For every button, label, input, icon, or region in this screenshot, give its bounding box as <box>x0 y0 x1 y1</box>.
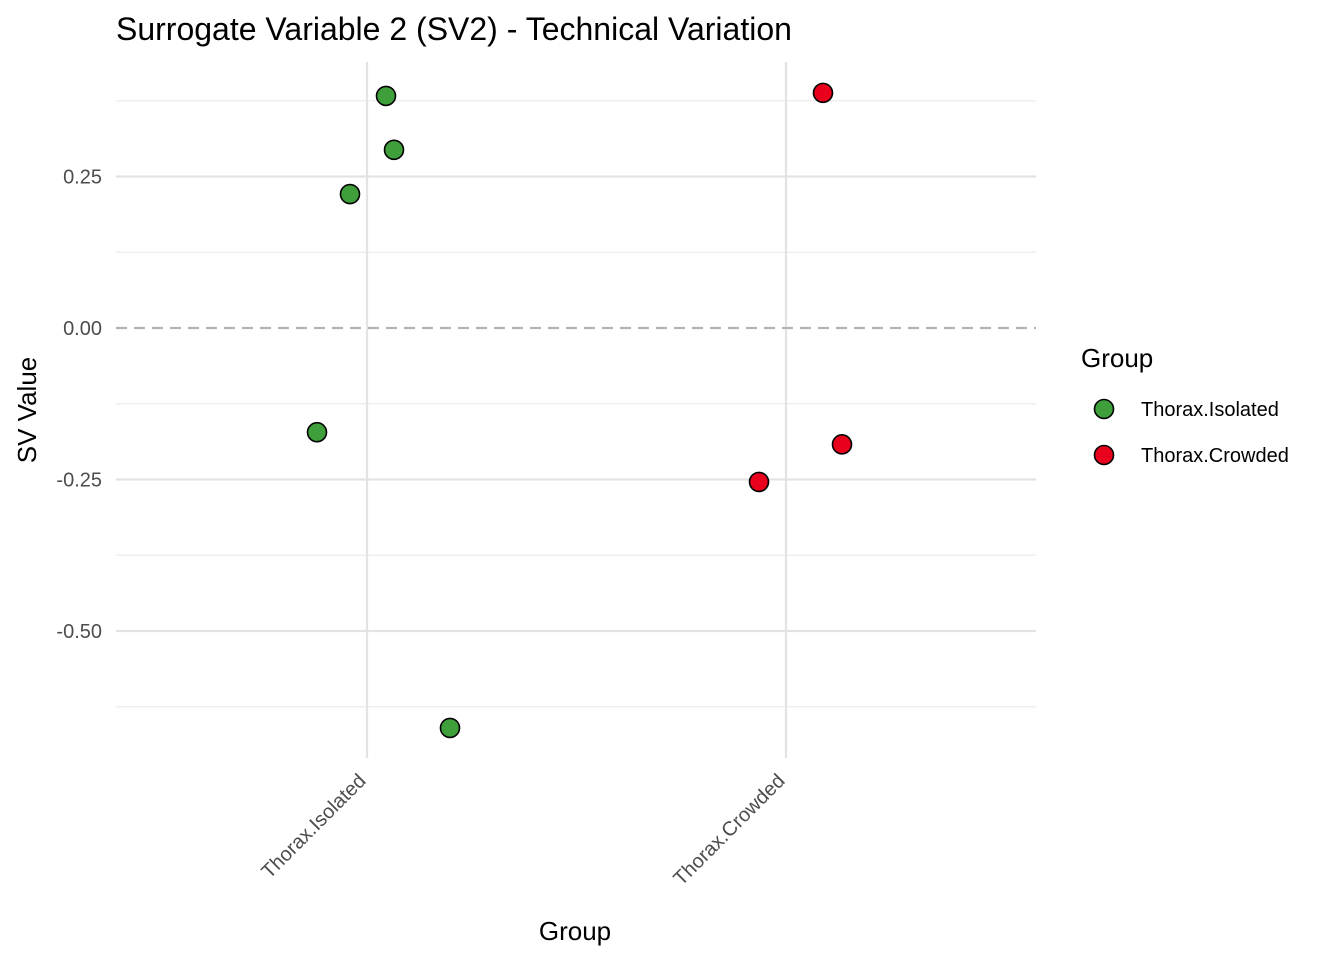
data-point <box>831 434 853 455</box>
data-point <box>812 82 834 104</box>
legend-label: Thorax.Crowded <box>1141 445 1289 467</box>
data-point <box>375 85 397 107</box>
data-point <box>439 717 461 739</box>
x-tick-label: Thorax.Isolated <box>257 770 370 883</box>
x-axis-title: Group <box>539 916 611 946</box>
y-axis-title: SV Value <box>12 357 42 463</box>
y-axis-ticks: 0.25 0.00 -0.25 -0.50 <box>56 167 102 644</box>
legend: Group Thorax.Isolated Thorax.Crowded <box>1081 343 1289 467</box>
x-axis-ticks: Thorax.Isolated Thorax.Crowded <box>257 770 789 890</box>
legend-key <box>1093 444 1115 466</box>
y-tick-label: 0.25 <box>63 167 102 189</box>
grid <box>116 62 1036 758</box>
data-point <box>383 139 405 161</box>
data-point <box>748 471 770 493</box>
chart-title: Surrogate Variable 2 (SV2) - Technical V… <box>116 11 792 47</box>
legend-title: Group <box>1081 343 1153 373</box>
data-points <box>306 82 853 739</box>
x-tick-label: Thorax.Crowded <box>669 770 789 890</box>
data-point <box>306 421 328 443</box>
y-tick-label: 0.00 <box>63 318 102 340</box>
y-tick-label: -0.50 <box>56 621 102 643</box>
legend-key <box>1093 398 1115 420</box>
data-point <box>339 183 361 205</box>
legend-label: Thorax.Isolated <box>1141 399 1279 421</box>
y-tick-label: -0.25 <box>56 470 102 492</box>
